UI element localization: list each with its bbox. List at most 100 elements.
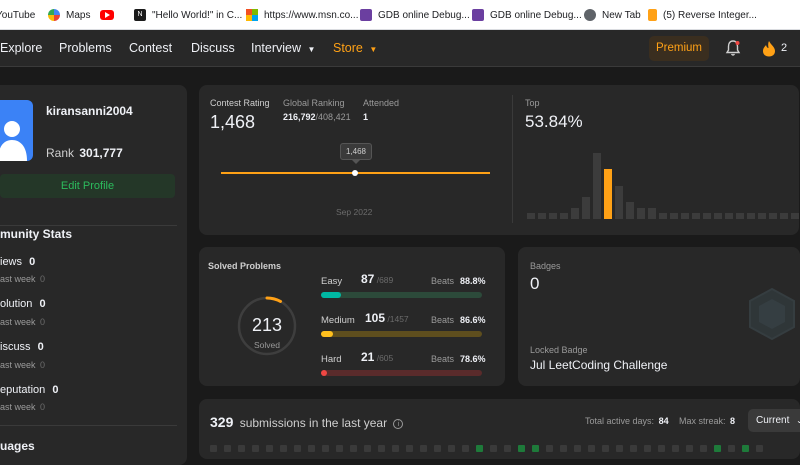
heatmap-cell[interactable]: [322, 445, 329, 452]
bookmark-label: "Hello World!" in C...: [152, 9, 243, 21]
histogram-bar[interactable]: [659, 213, 667, 219]
heatmap-cell[interactable]: [294, 445, 301, 452]
global-ranking-total: /408,421: [315, 112, 351, 122]
avatar[interactable]: [0, 100, 33, 161]
stat-sub-value: 0: [40, 317, 46, 327]
heatmap-cell[interactable]: [308, 445, 315, 452]
heatmap-cell[interactable]: [714, 445, 721, 452]
histogram-bar[interactable]: [725, 213, 733, 219]
histogram-bar[interactable]: [549, 213, 557, 219]
heatmap-cell[interactable]: [210, 445, 217, 452]
locked-badge-icon[interactable]: [746, 287, 798, 341]
heatmap-cell[interactable]: [252, 445, 259, 452]
bookmark-new-tab[interactable]: New Tab: [584, 0, 641, 30]
bookmark-youtube-icon-only[interactable]: [100, 0, 120, 30]
histogram-bar[interactable]: [615, 186, 623, 219]
histogram-bar[interactable]: [538, 213, 546, 219]
heatmap-cell[interactable]: [700, 445, 707, 452]
flame-icon[interactable]: [762, 40, 776, 57]
contest-rating-label: Contest Rating: [210, 98, 270, 108]
heatmap-cell[interactable]: [756, 445, 763, 452]
bookmark-reverse-integer[interactable]: (5) Reverse Integer...: [648, 0, 757, 30]
solved-ring: [237, 296, 297, 356]
histogram-bar[interactable]: [714, 213, 722, 219]
heatmap-cell[interactable]: [476, 445, 483, 452]
histogram-bar[interactable]: [670, 213, 678, 219]
heatmap-cell[interactable]: [742, 445, 749, 452]
attended-value: 1: [363, 112, 369, 122]
heatmap-cell[interactable]: [518, 445, 525, 452]
year-select[interactable]: Current ⌄: [748, 409, 800, 432]
heatmap-cell[interactable]: [672, 445, 679, 452]
histogram-bar[interactable]: [703, 213, 711, 219]
heatmap-cell[interactable]: [378, 445, 385, 452]
heatmap-cell[interactable]: [490, 445, 497, 452]
histogram-bar[interactable]: [791, 213, 799, 219]
heatmap-cell[interactable]: [616, 445, 623, 452]
histogram-bar[interactable]: [582, 197, 590, 219]
nav-problems[interactable]: Problems: [59, 41, 112, 55]
bookmark-maps[interactable]: Maps: [48, 0, 90, 30]
nav-interview[interactable]: Interview ▼: [251, 30, 315, 67]
heatmap-cell[interactable]: [224, 445, 231, 452]
heatmap-cell[interactable]: [588, 445, 595, 452]
info-icon[interactable]: i: [393, 419, 404, 429]
rating-point[interactable]: [352, 170, 358, 176]
histogram-bar[interactable]: [780, 213, 788, 219]
histogram-bar[interactable]: [560, 213, 568, 219]
heatmap-cell[interactable]: [420, 445, 427, 452]
histogram-bar[interactable]: [681, 213, 689, 219]
nav-contest[interactable]: Contest: [129, 41, 173, 55]
stat-sub-value: 0: [40, 274, 46, 284]
heatmap-cell[interactable]: [644, 445, 651, 452]
stat-label: iscuss: [0, 341, 31, 353]
heatmap-cell[interactable]: [658, 445, 665, 452]
histogram-bar[interactable]: [527, 213, 535, 219]
heatmap-cell[interactable]: [462, 445, 469, 452]
bookmark-gdb-1[interactable]: GDB online Debug...: [360, 0, 470, 30]
histogram-bar[interactable]: [648, 208, 656, 219]
beats-label: Beats: [431, 276, 455, 286]
edit-profile-button[interactable]: Edit Profile: [0, 174, 175, 198]
heatmap-cell[interactable]: [546, 445, 553, 452]
histogram-bar[interactable]: [692, 213, 700, 219]
top-navigation: Explore Problems Contest Discuss Intervi…: [0, 30, 800, 67]
histogram-bar-highlight[interactable]: [604, 169, 612, 219]
heatmap-cell[interactable]: [532, 445, 539, 452]
histogram-bar[interactable]: [769, 213, 777, 219]
heatmap-cell[interactable]: [280, 445, 287, 452]
heatmap-cell[interactable]: [434, 445, 441, 452]
heatmap-cell[interactable]: [728, 445, 735, 452]
heatmap-cell[interactable]: [364, 445, 371, 452]
bookmark-gdb-2[interactable]: GDB online Debug...: [472, 0, 582, 30]
histogram-bar[interactable]: [736, 213, 744, 219]
gdb-icon: [472, 9, 484, 21]
histogram-bar[interactable]: [571, 208, 579, 219]
nav-discuss[interactable]: Discuss: [191, 41, 235, 55]
heatmap-cell[interactable]: [266, 445, 273, 452]
bell-icon[interactable]: [725, 40, 741, 57]
heatmap-cell[interactable]: [504, 445, 511, 452]
heatmap-cell[interactable]: [630, 445, 637, 452]
histogram-bar[interactable]: [758, 213, 766, 219]
histogram-bar[interactable]: [593, 153, 601, 219]
bookmark-hello-world[interactable]: N "Hello World!" in C...: [134, 0, 242, 30]
heatmap-cell[interactable]: [392, 445, 399, 452]
heatmap-cell[interactable]: [560, 445, 567, 452]
histogram-bar[interactable]: [626, 202, 634, 219]
premium-button[interactable]: Premium: [649, 36, 709, 61]
heatmap-cell[interactable]: [238, 445, 245, 452]
heatmap-cell[interactable]: [406, 445, 413, 452]
heatmap-cell[interactable]: [686, 445, 693, 452]
nav-explore[interactable]: Explore: [0, 41, 43, 55]
heatmap-cell[interactable]: [602, 445, 609, 452]
nav-store[interactable]: Store ▼: [333, 30, 377, 67]
bookmark-youtube[interactable]: YouTube: [0, 0, 35, 30]
heatmap-cell[interactable]: [350, 445, 357, 452]
bookmark-msn[interactable]: https://www.msn.co...: [246, 0, 358, 30]
histogram-bar[interactable]: [747, 213, 755, 219]
heatmap-cell[interactable]: [336, 445, 343, 452]
heatmap-cell[interactable]: [574, 445, 581, 452]
histogram-bar[interactable]: [637, 208, 645, 219]
heatmap-cell[interactable]: [448, 445, 455, 452]
